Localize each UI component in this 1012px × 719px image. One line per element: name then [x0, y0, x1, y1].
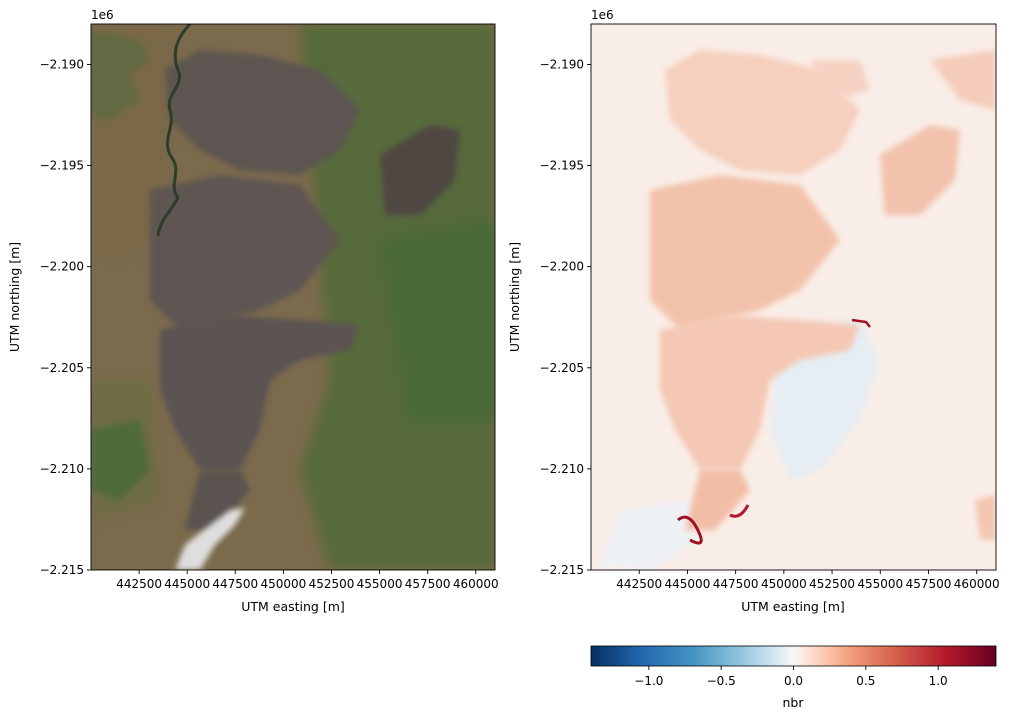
x-tick-label: 455000: [857, 577, 903, 591]
x-tick-label: 460000: [453, 577, 499, 591]
x-tick-label: 460000: [954, 577, 1000, 591]
x-tick-label: 445000: [665, 577, 711, 591]
satellite-panel: 1e6 442500 445000 447500 450000 452500 455000…: [7, 8, 499, 614]
x-tick-label: 442500: [616, 577, 662, 591]
x-tick-label: 457500: [405, 577, 451, 591]
colorbar-tick-label: −0.5: [707, 674, 736, 688]
satellite-x-axis-label: UTM easting [m]: [241, 599, 345, 614]
satellite-ticks: 442500 445000 447500 450000 452500 455000 4575…: [40, 57, 499, 591]
y-tick-label: −2.210: [40, 462, 84, 476]
x-tick-label: 452500: [809, 577, 855, 591]
x-tick-label: 455000: [357, 577, 403, 591]
y-tick-label: −2.205: [540, 361, 584, 375]
x-tick-label: 447500: [713, 577, 759, 591]
y-tick-label: −2.190: [40, 57, 84, 71]
y-tick-label: −2.205: [40, 361, 84, 375]
nbr-panel: 1e6 442500 445000 447500 450000 452500 455000…: [507, 8, 1000, 614]
x-tick-label: 450000: [761, 577, 807, 591]
y-tick-label: −2.210: [540, 462, 584, 476]
y-tick-label: −2.195: [40, 159, 84, 173]
nbr-y-axis-label: UTM northing [m]: [507, 242, 522, 352]
y-tick-label: −2.215: [540, 563, 584, 577]
colorbar-gradient: [590, 645, 997, 667]
satellite-offset-text: 1e6: [91, 8, 114, 22]
colorbar: −1.0 −0.5 0.0 0.5 1.0 nbr: [590, 645, 997, 710]
colorbar-tick-label: 1.0: [929, 674, 948, 688]
colorbar-ticks: −1.0 −0.5 0.0 0.5 1.0: [634, 666, 948, 688]
x-tick-label: 450000: [260, 577, 306, 591]
nbr-frame: [590, 23, 997, 571]
y-tick-label: −2.200: [40, 260, 84, 274]
y-tick-label: −2.190: [540, 57, 584, 71]
nbr-offset-text: 1e6: [591, 8, 614, 22]
nbr-image: [591, 24, 996, 570]
y-tick-label: −2.215: [40, 563, 84, 577]
nbr-ticks: 442500 445000 447500 450000 452500 455000 4575…: [540, 57, 1000, 591]
satellite-y-axis-label: UTM northing [m]: [7, 242, 22, 352]
x-tick-label: 452500: [309, 577, 355, 591]
y-tick-label: −2.200: [540, 260, 584, 274]
colorbar-label: nbr: [783, 695, 805, 710]
colorbar-tick-label: −1.0: [634, 674, 663, 688]
colorbar-tick-label: 0.5: [856, 674, 875, 688]
x-tick-label: 457500: [906, 577, 952, 591]
satellite-frame: [90, 23, 496, 571]
x-tick-label: 445000: [164, 577, 210, 591]
colorbar-tick-label: 0.0: [784, 674, 803, 688]
x-tick-label: 447500: [212, 577, 258, 591]
x-tick-label: 442500: [116, 577, 162, 591]
nbr-x-axis-label: UTM easting [m]: [741, 599, 845, 614]
satellite-image: [91, 24, 495, 570]
y-tick-label: −2.195: [540, 159, 584, 173]
